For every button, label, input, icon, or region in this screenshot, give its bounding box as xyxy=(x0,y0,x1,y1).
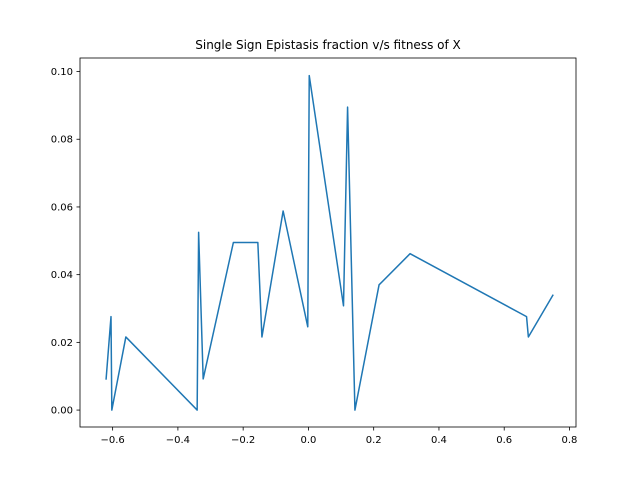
x-tick-label: 0.8 xyxy=(562,435,578,446)
x-tick-label: 0.0 xyxy=(300,435,316,446)
plot-frame xyxy=(79,57,577,428)
y-tick-label: 0.08 xyxy=(51,135,73,146)
y-tick-label: 0.00 xyxy=(51,406,73,417)
y-tick-label: 0.04 xyxy=(51,270,73,281)
x-tick-label: 0.2 xyxy=(366,435,382,446)
x-axis-ticks: −0.6 −0.4 −0.2 0.0 0.2 0.4 0.6 0.8 xyxy=(100,427,577,446)
y-axis-ticks: 0.00 0.02 0.04 0.06 0.08 0.10 xyxy=(51,67,80,417)
series-line xyxy=(105,74,554,411)
x-tick-label: −0.2 xyxy=(231,435,255,446)
x-tick-label: −0.6 xyxy=(100,435,124,446)
plot-lines xyxy=(105,74,554,411)
x-tick-label: −0.4 xyxy=(166,435,190,446)
y-tick-label: 0.02 xyxy=(51,338,73,349)
x-tick-label: 0.6 xyxy=(496,435,512,446)
y-tick-label: 0.10 xyxy=(51,67,73,78)
x-tick-label: 0.4 xyxy=(431,435,447,446)
y-tick-label: 0.06 xyxy=(51,202,73,213)
chart-title: Single Sign Epistasis fraction v/s fitne… xyxy=(195,38,460,52)
